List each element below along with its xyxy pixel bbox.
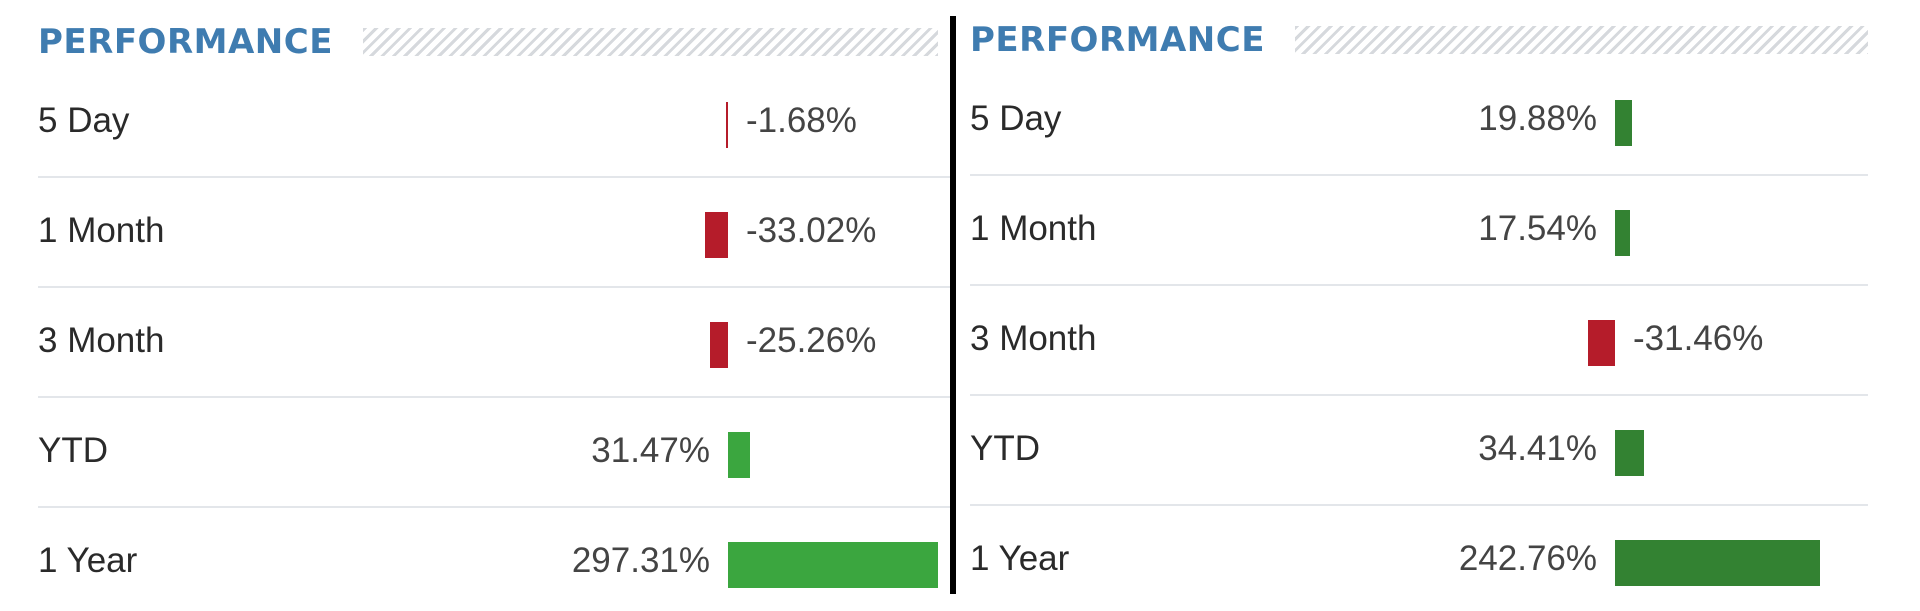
row-value: 297.31% [571,541,710,580]
row-label: 1 Year [970,539,1070,578]
panel-header: PERFORMANCE [38,18,938,66]
performance-row-1-year: 1 Year 242.76% [970,504,1868,611]
row-value: 242.76% [1458,539,1597,578]
performance-panel-left: PERFORMANCE 5 Day -1.68% 1 Month -33.02%… [0,0,950,611]
row-value: -25.26% [746,321,877,360]
performance-row-5-day: 5 Day -1.68% [38,66,950,178]
panel-title: PERFORMANCE [38,22,333,62]
change-bar [1615,430,1644,476]
row-value: 19.88% [1478,99,1597,138]
header-hatch [362,28,938,56]
performance-row-3-month: 3 Month -25.26% [38,286,950,398]
row-label: YTD [970,429,1040,468]
change-bar [1615,100,1632,146]
performance-panel-right: PERFORMANCE 5 Day 19.88% 1 Month 17.54% … [958,0,1920,611]
row-value: -33.02% [746,211,877,250]
row-label: 3 Month [970,319,1097,358]
row-value: -31.46% [1633,319,1764,358]
panel-divider [950,16,956,594]
row-label: 3 Month [38,321,165,360]
performance-row-1-month: 1 Month 17.54% [970,174,1868,286]
change-bar [705,212,728,258]
panel-title: PERFORMANCE [970,20,1265,60]
row-label: YTD [38,431,108,470]
change-bar [728,542,938,588]
row-label: 1 Month [970,209,1097,248]
row-value: 34.41% [1478,429,1597,468]
change-bar [710,322,728,368]
performance-row-1-year: 1 Year 297.31% [38,506,950,611]
change-bar [1588,320,1615,366]
change-bar [1615,540,1820,586]
row-label: 5 Day [38,101,130,140]
header-hatch [1294,26,1868,54]
panel-header: PERFORMANCE [970,16,1868,64]
performance-row-5-day: 5 Day 19.88% [970,64,1868,176]
performance-row-ytd: YTD 31.47% [38,396,950,508]
row-value: 31.47% [591,431,710,470]
row-label: 5 Day [970,99,1062,138]
change-bar [728,432,750,478]
performance-row-3-month: 3 Month -31.46% [970,284,1868,396]
change-bar [726,102,728,148]
row-label: 1 Year [38,541,138,580]
performance-row-1-month: 1 Month -33.02% [38,176,950,288]
row-value: -1.68% [746,101,857,140]
row-value: 17.54% [1478,209,1597,248]
change-bar [1615,210,1630,256]
performance-row-ytd: YTD 34.41% [970,394,1868,506]
row-label: 1 Month [38,211,165,250]
